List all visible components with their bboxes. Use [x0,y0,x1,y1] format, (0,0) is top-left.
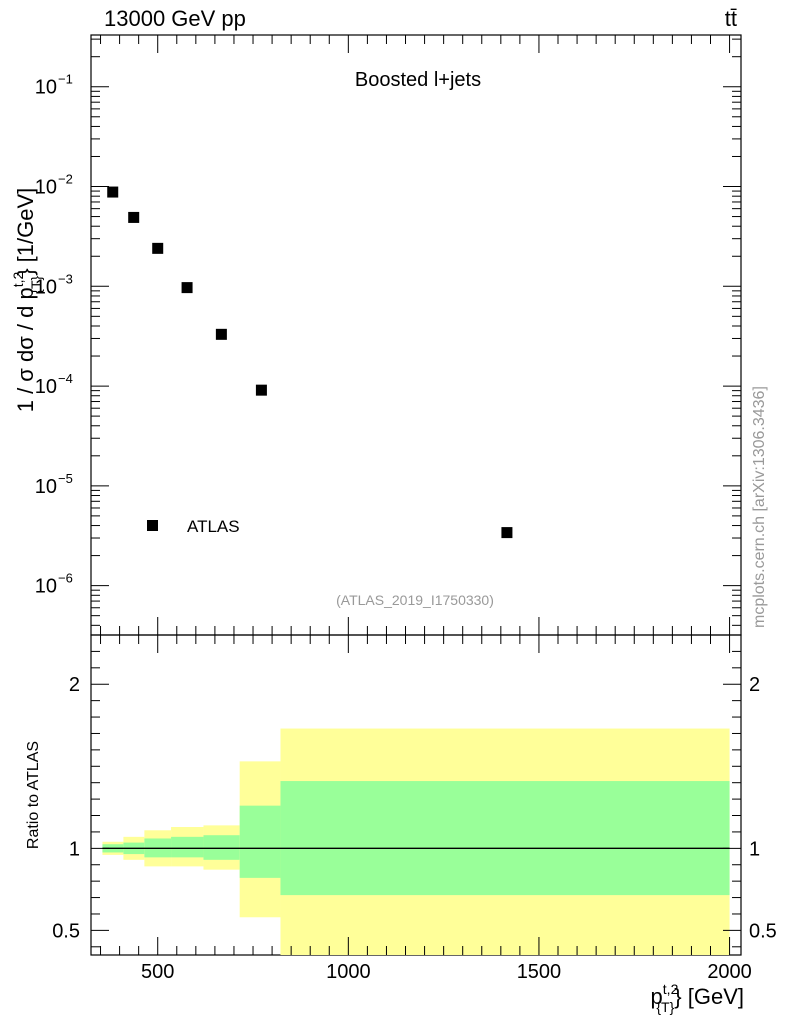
ratio-y-tick-label-left-2: 2 [69,674,80,696]
main-y-tick-exp-5: −1 [58,72,73,87]
main-y-tick-label-3: 10 [35,276,57,298]
x-title-sup: t,2 [663,981,679,997]
data-point-2 [152,242,164,254]
x-tick-label-2: 1500 [517,961,562,983]
x-title-sub: {T} [656,999,674,1015]
main-y-tick-label-1: 10 [35,476,57,498]
main-y-title-main: 1 / σ dσ / d p [13,287,38,412]
x-title-unit: } [GeV] [674,984,744,1009]
ratio-y-tick-label-right-0: 0.5 [749,920,777,942]
main-y-tick-exp-2: −4 [58,371,73,386]
data-points [107,186,513,539]
ratio-y-tick-label-right-1: 1 [749,838,760,860]
main-panel-frame [90,34,742,636]
energy-label: 13000 GeV pp [104,6,246,31]
process-label: tt̄ [725,6,737,31]
main-y-title-sub: {T} [28,275,44,293]
main-y-ticks [91,38,741,626]
main-y-tick-label-4: 10 [35,177,57,199]
main-y-tick-exp-1: −5 [58,471,73,486]
data-point-5 [255,384,267,396]
x-title-main: p [651,984,663,1009]
data-point-1 [128,211,140,223]
main-y-tick-exp-3: −3 [58,271,73,286]
main-y-tick-labels: 10−610−510−410−310−210−1 [35,72,73,598]
main-y-tick-label-2: 10 [35,376,57,398]
stat-band-bin-6 [280,781,730,896]
x-tick-label-0: 500 [141,961,174,983]
data-point-6 [501,527,513,539]
analysis-label: (ATLAS_2019_I1750330) [336,592,494,608]
x-tick-labels: 500 1000 1500 2000 [141,961,752,983]
x-axis-title: pt,2 {T}} [GeV] [651,981,744,1015]
data-point-3 [181,282,193,294]
main-y-title-sup: t,2 [10,271,26,287]
main-y-tick-exp-4: −2 [58,172,73,187]
main-y-tick-label-5: 10 [35,77,57,99]
ratio-y-tick-label-left-1: 1 [69,838,80,860]
stat-band-bin-5 [239,805,281,878]
main-y-axis-title: 1 / σ dσ / d pt,2 {T}} [1/GeV] [10,188,44,413]
ratio-bands [102,728,730,955]
ratio-y-tick-label-left-0: 0.5 [52,920,80,942]
stat-band-bin-3 [171,836,204,858]
legend-label-atlas: ATLAS [187,517,240,536]
side-label: mcplots.cern.ch [arXiv:1306.3436] [751,386,768,628]
main-y-tick-exp-0: −6 [58,571,73,586]
data-point-4 [215,328,227,340]
stat-band-bin-4 [203,835,240,860]
x-tick-label-3: 2000 [707,961,752,983]
x-tick-label-1: 1000 [326,961,371,983]
x-ticks [100,35,731,955]
ratio-y-ticks [91,650,741,948]
ratio-y-tick-label-right-2: 2 [749,674,760,696]
main-y-title-unit: } [1/GeV] [13,188,38,276]
data-point-0 [107,186,119,198]
legend-marker [147,520,158,531]
plot-title: Boosted l+jets [355,69,481,91]
main-y-tick-label-0: 10 [35,576,57,598]
ratio-y-axis-title: Ratio to ATLAS [25,741,42,849]
ratio-y-tick-labels: 0.5 0.5 1 1 2 2 [52,674,777,942]
